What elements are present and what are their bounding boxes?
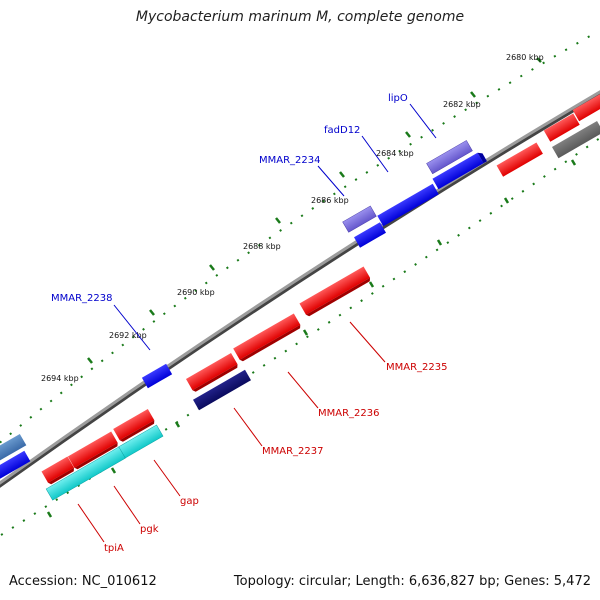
- leader-mmar-2234: [317, 165, 345, 197]
- leader-mmar-2238: [113, 304, 151, 351]
- leader-tpiA: [77, 503, 105, 543]
- leader-mmar-2236: [287, 371, 319, 409]
- major-tick: [405, 131, 411, 138]
- gene-right-red-top[interactable]: [572, 93, 600, 122]
- label-mmar-2238[interactable]: MMAR_2238: [51, 293, 113, 304]
- gene-labels: lipO fadD12 MMAR_2234 MMAR_2238 MMAR_223…: [51, 93, 448, 554]
- major-tick: [470, 91, 476, 98]
- major-tick: [339, 171, 345, 178]
- gene-fadD12-right[interactable]: [432, 151, 487, 190]
- leader-fadD12: [361, 135, 389, 173]
- gene-mmar-2235[interactable]: [299, 266, 371, 317]
- major-tick: [110, 467, 117, 474]
- label-lipO[interactable]: lipO: [388, 93, 408, 104]
- tick-label-2692: 2692 kbp: [109, 331, 147, 340]
- inner-major-ticks: [46, 159, 577, 518]
- tick-label-2682: 2682 kbp: [443, 100, 481, 109]
- major-tick: [209, 264, 215, 271]
- leader-mmar-2237: [233, 407, 263, 447]
- leader-lipO: [409, 103, 437, 139]
- gene-left-blue[interactable]: [0, 450, 31, 482]
- label-gap[interactable]: gap: [180, 496, 199, 507]
- label-mmar-2234[interactable]: MMAR_2234: [259, 155, 321, 166]
- major-tick: [503, 197, 510, 204]
- genome-backbone: [0, 90, 600, 485]
- outer-major-ticks: [87, 57, 542, 364]
- major-tick: [536, 57, 542, 63]
- major-tick: [436, 239, 443, 246]
- gene-right-red[interactable]: [543, 113, 580, 142]
- minus-label-leaders: [77, 321, 386, 543]
- map-title: Mycobacterium marinum M, complete genome: [135, 9, 465, 25]
- genome-backbone-shadow: [0, 90, 600, 488]
- gene-right-red-low[interactable]: [496, 142, 543, 177]
- inner-tick-ring: [0, 137, 600, 537]
- gene-lipO[interactable]: [426, 140, 473, 175]
- gene-gap[interactable]: [113, 408, 156, 443]
- gene-pgk-red[interactable]: [67, 431, 119, 470]
- gene-mmar-2237[interactable]: [193, 369, 251, 411]
- tick-label-2688: 2688 kbp: [243, 242, 281, 251]
- gene-cyan-left[interactable]: [45, 446, 126, 501]
- major-tick: [87, 357, 93, 364]
- major-tick: [149, 309, 155, 316]
- minus-strand-genes: [41, 93, 600, 501]
- gene-mmar-2236-b[interactable]: [185, 352, 239, 393]
- gene-tpiA-red[interactable]: [41, 456, 76, 485]
- outer-tick-ring: [0, 35, 591, 444]
- major-tick: [275, 217, 281, 224]
- label-mmar-2236[interactable]: MMAR_2236: [318, 408, 380, 419]
- tick-label-2690: 2690 kbp: [177, 288, 215, 297]
- tick-label-2684: 2684 kbp: [376, 149, 414, 158]
- gene-left-steel[interactable]: [0, 433, 27, 466]
- accession-text: Accession: NC_010612: [9, 574, 157, 589]
- gene-fadD12-left[interactable]: [377, 183, 439, 227]
- label-mmar-2237[interactable]: MMAR_2237: [262, 446, 324, 457]
- genome-summary-text: Topology: circular; Length: 6,636,827 bp…: [233, 574, 591, 589]
- tick-label-2694: 2694 kbp: [41, 374, 79, 383]
- label-fadD12[interactable]: fadD12: [324, 125, 360, 136]
- tick-label-2680: 2680 kbp: [506, 53, 544, 62]
- gene-mmar-2234[interactable]: [342, 205, 377, 233]
- label-mmar-2235[interactable]: MMAR_2235: [386, 362, 448, 373]
- gene-mmar-2238[interactable]: [141, 363, 173, 389]
- plus-strand-genes: [0, 140, 487, 482]
- major-tick: [46, 511, 53, 518]
- tick-label-2686: 2686 kbp: [311, 196, 349, 205]
- major-tick: [368, 281, 375, 288]
- leader-pgk: [113, 485, 141, 525]
- plus-label-leaders: [113, 103, 437, 351]
- major-tick: [302, 329, 309, 336]
- gene-mmar-2236[interactable]: [233, 313, 302, 362]
- major-tick: [570, 159, 577, 166]
- label-pgk[interactable]: pgk: [140, 524, 159, 535]
- leader-gap: [153, 459, 181, 497]
- gene-right-gray[interactable]: [551, 120, 600, 159]
- leader-mmar-2235: [349, 321, 386, 363]
- major-tick: [174, 421, 181, 428]
- gene-mmar-2234-b[interactable]: [354, 222, 386, 248]
- label-tpiA[interactable]: tpiA: [104, 543, 124, 554]
